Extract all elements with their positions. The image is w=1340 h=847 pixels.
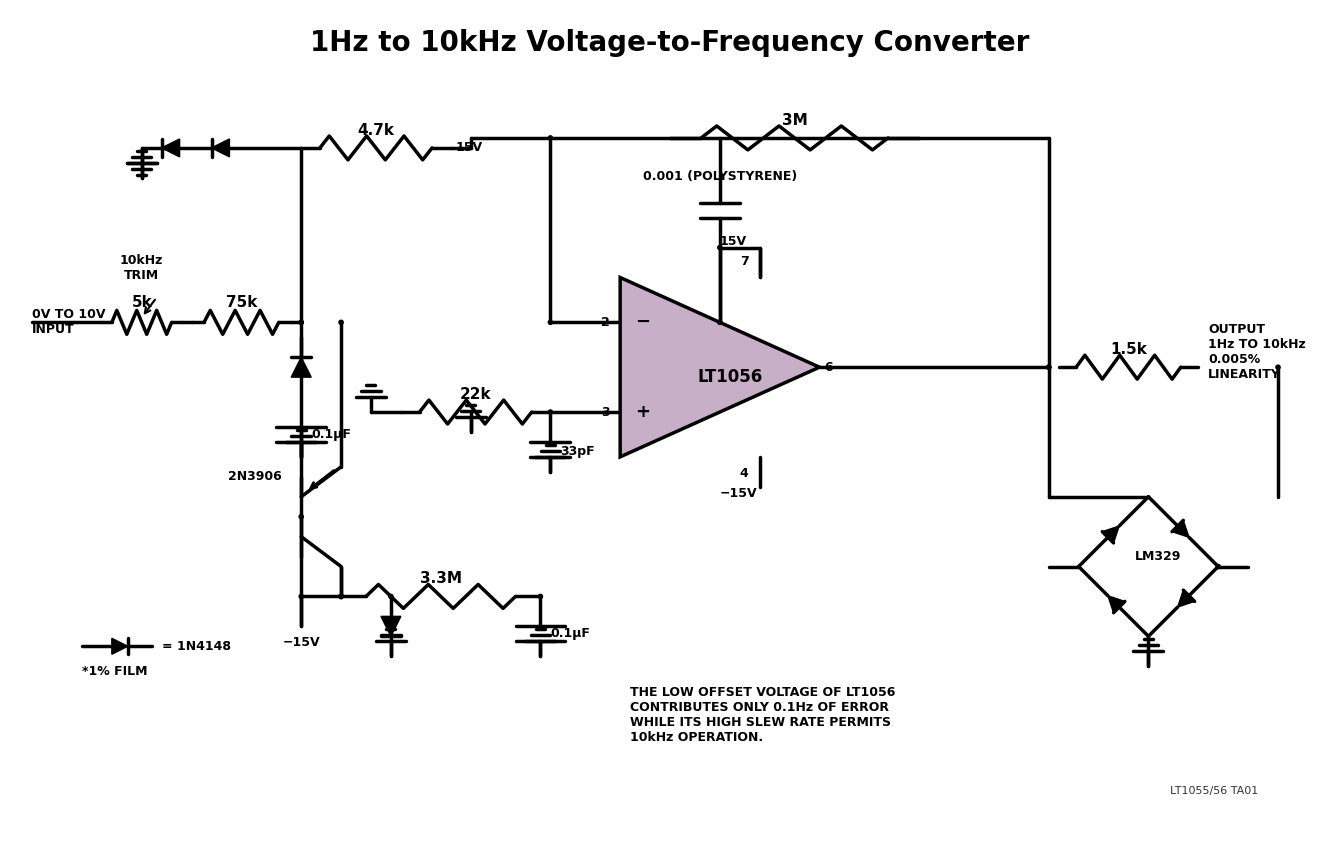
Circle shape — [299, 320, 303, 324]
Text: 6: 6 — [824, 361, 833, 374]
Circle shape — [548, 136, 552, 140]
Text: THE LOW OFFSET VOLTAGE OF LT1056
CONTRIBUTES ONLY 0.1Hz OF ERROR
WHILE ITS HIGH : THE LOW OFFSET VOLTAGE OF LT1056 CONTRIB… — [630, 686, 895, 745]
Polygon shape — [1103, 526, 1119, 543]
Text: 1.5k: 1.5k — [1110, 342, 1147, 357]
Text: 4: 4 — [740, 467, 749, 480]
Circle shape — [299, 515, 303, 518]
Text: 3.3M: 3.3M — [419, 572, 462, 586]
Polygon shape — [212, 139, 229, 157]
Circle shape — [548, 410, 552, 414]
Circle shape — [339, 595, 343, 599]
Circle shape — [1276, 365, 1280, 369]
Text: *1% FILM: *1% FILM — [82, 665, 147, 678]
Polygon shape — [291, 357, 311, 377]
Circle shape — [718, 320, 722, 324]
Circle shape — [299, 595, 303, 599]
Circle shape — [1217, 564, 1221, 568]
Text: LT1056: LT1056 — [697, 368, 762, 386]
Circle shape — [548, 320, 552, 324]
Polygon shape — [1108, 595, 1124, 612]
Circle shape — [339, 595, 343, 599]
Circle shape — [339, 595, 343, 599]
Text: 0V TO 10V
INPUT: 0V TO 10V INPUT — [32, 308, 106, 336]
Text: OUTPUT
1Hz TO 10kHz
0.005%
LINEARITY: OUTPUT 1Hz TO 10kHz 0.005% LINEARITY — [1209, 324, 1306, 381]
Circle shape — [299, 320, 303, 324]
Text: 4.7k: 4.7k — [358, 123, 394, 138]
Circle shape — [389, 595, 393, 599]
Polygon shape — [111, 639, 127, 654]
Text: 15V: 15V — [456, 141, 482, 154]
Circle shape — [339, 320, 343, 324]
Text: +: + — [635, 403, 650, 421]
Polygon shape — [1178, 590, 1194, 607]
Polygon shape — [1172, 520, 1189, 537]
Text: 2N3906: 2N3906 — [228, 470, 281, 484]
Text: 1Hz to 10kHz Voltage-to-Frequency Converter: 1Hz to 10kHz Voltage-to-Frequency Conver… — [311, 30, 1029, 58]
Polygon shape — [381, 617, 401, 636]
Text: 2: 2 — [602, 316, 610, 329]
Text: 0.1μF: 0.1μF — [311, 428, 351, 441]
Text: 5k: 5k — [131, 296, 153, 310]
Text: −15V: −15V — [720, 487, 757, 500]
Text: 7: 7 — [740, 254, 749, 268]
Text: 22k: 22k — [460, 387, 492, 402]
Text: LT1055/56 TA01: LT1055/56 TA01 — [1170, 786, 1258, 796]
Circle shape — [1047, 365, 1051, 369]
Text: 3M: 3M — [781, 113, 808, 128]
Text: −15V: −15V — [283, 636, 320, 650]
Polygon shape — [620, 278, 820, 457]
Text: = 1N4148: = 1N4148 — [162, 639, 230, 653]
Text: 75k: 75k — [225, 296, 257, 310]
Text: 0.1μF: 0.1μF — [551, 628, 590, 640]
Circle shape — [539, 595, 543, 599]
Text: 10kHz
TRIM: 10kHz TRIM — [121, 254, 163, 282]
Polygon shape — [162, 139, 180, 157]
Text: LM329: LM329 — [1135, 550, 1182, 563]
Text: 15V: 15V — [720, 235, 746, 247]
Circle shape — [718, 246, 722, 250]
Text: 33pF: 33pF — [560, 446, 595, 458]
Text: −: − — [635, 313, 650, 331]
Circle shape — [1047, 365, 1051, 369]
Text: 0.001 (POLYSTYRENE): 0.001 (POLYSTYRENE) — [643, 169, 797, 183]
Text: 3: 3 — [602, 406, 610, 418]
